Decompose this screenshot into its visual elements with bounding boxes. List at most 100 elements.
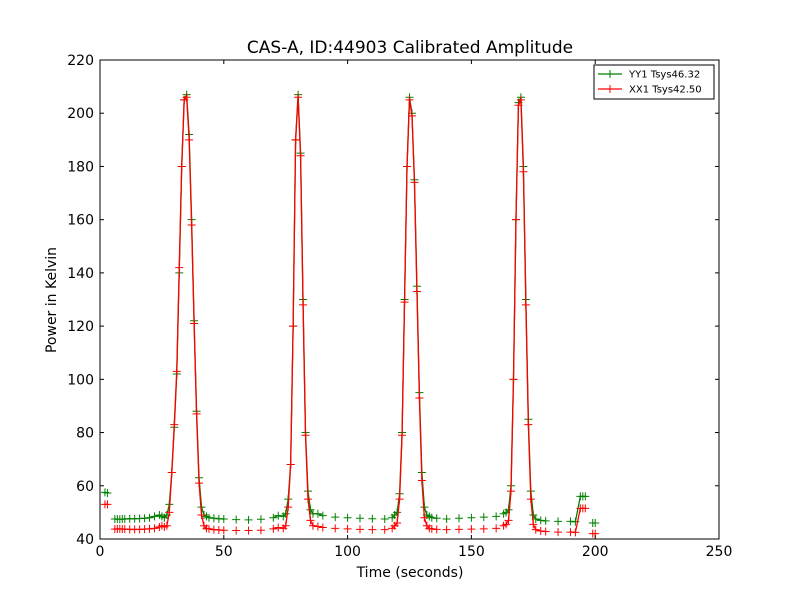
data-point (331, 524, 340, 533)
x-tick-label: 250 (706, 544, 733, 560)
y-tick-label: 160 (67, 213, 94, 229)
y-axis-label: Power in Kelvin (44, 247, 60, 353)
data-point (455, 514, 464, 523)
data-point (417, 476, 426, 485)
data-point (541, 527, 550, 536)
data-point (284, 503, 293, 512)
legend-marker (606, 85, 614, 93)
data-point (269, 513, 278, 522)
data-point (165, 508, 174, 517)
data-point (232, 515, 241, 524)
data-point (442, 515, 451, 524)
data-point (150, 524, 159, 533)
data-point (509, 375, 518, 384)
data-point (192, 409, 201, 418)
data-point (244, 515, 253, 524)
data-point (306, 516, 315, 525)
data-point (591, 519, 600, 528)
legend-marker (606, 70, 614, 78)
data-point (281, 509, 290, 518)
data-point (516, 95, 525, 104)
data-point (281, 521, 290, 530)
chart-title: CAS-A, ID:44903 Calibrated Amplitude (247, 38, 573, 58)
data-point (355, 514, 364, 523)
data-point (492, 512, 501, 521)
series-line (503, 99, 546, 533)
data-point (368, 514, 377, 523)
data-point (415, 393, 424, 402)
data-point (162, 521, 171, 530)
data-point (410, 178, 419, 187)
data-point (524, 420, 533, 429)
data-point (427, 513, 436, 522)
data-point (256, 515, 265, 524)
x-axis-label: Time (seconds) (356, 565, 464, 581)
data-point (190, 319, 199, 328)
data-point (479, 524, 488, 533)
legend: YY1 Tsys46.32 XX1 Tsys42.50 (593, 64, 715, 100)
data-point (420, 513, 429, 522)
data-point (400, 298, 409, 307)
data-point (175, 263, 184, 272)
data-point (393, 508, 402, 517)
data-point (504, 505, 513, 514)
data-point (442, 525, 451, 534)
data-point (286, 460, 295, 469)
plot-lines (100, 90, 600, 538)
data-point (398, 431, 407, 440)
data-point (412, 287, 421, 296)
data-point (536, 527, 545, 536)
data-point (291, 135, 300, 144)
data-point (318, 523, 327, 532)
data-point (289, 322, 298, 331)
data-point (274, 511, 283, 520)
data-point (519, 167, 528, 176)
data-point (571, 528, 580, 537)
data-point (554, 517, 563, 526)
legend-box (593, 64, 715, 100)
x-tick-label: 50 (215, 544, 233, 560)
data-point (232, 526, 241, 535)
data-point (187, 220, 196, 229)
x-tick-label: 0 (96, 544, 105, 560)
data-point (244, 526, 253, 535)
data-point (331, 513, 340, 522)
data-point (455, 525, 464, 534)
y-tick-label: 100 (67, 372, 94, 388)
data-point (219, 515, 228, 524)
data-point (296, 151, 305, 160)
data-point (145, 524, 154, 533)
y-tick-label: 60 (76, 479, 94, 495)
data-point (511, 215, 520, 224)
series-2 (100, 93, 600, 538)
data-point (313, 509, 322, 518)
data-point (209, 514, 218, 523)
data-point (407, 111, 416, 120)
data-point (301, 431, 310, 440)
data-point (343, 524, 352, 533)
data-point (432, 525, 441, 534)
data-point (581, 504, 590, 513)
data-point (355, 525, 364, 534)
data-point (140, 514, 149, 523)
data-point (526, 495, 535, 504)
data-point (182, 93, 191, 102)
data-point (269, 524, 278, 533)
data-point (167, 468, 176, 477)
y-tick-label: 180 (67, 159, 94, 175)
y-tick-label: 200 (67, 106, 94, 122)
data-point (380, 525, 389, 534)
data-point (514, 101, 523, 110)
data-point (368, 525, 377, 534)
data-point (308, 521, 317, 530)
data-point (343, 513, 352, 522)
plot-frame (99, 59, 720, 540)
data-point (294, 93, 303, 102)
data-point (195, 479, 204, 488)
data-point (313, 522, 322, 531)
y-tick-label: 140 (67, 266, 94, 282)
data-point (405, 95, 414, 104)
data-point (529, 520, 538, 529)
x-tick-label: 200 (582, 544, 609, 560)
